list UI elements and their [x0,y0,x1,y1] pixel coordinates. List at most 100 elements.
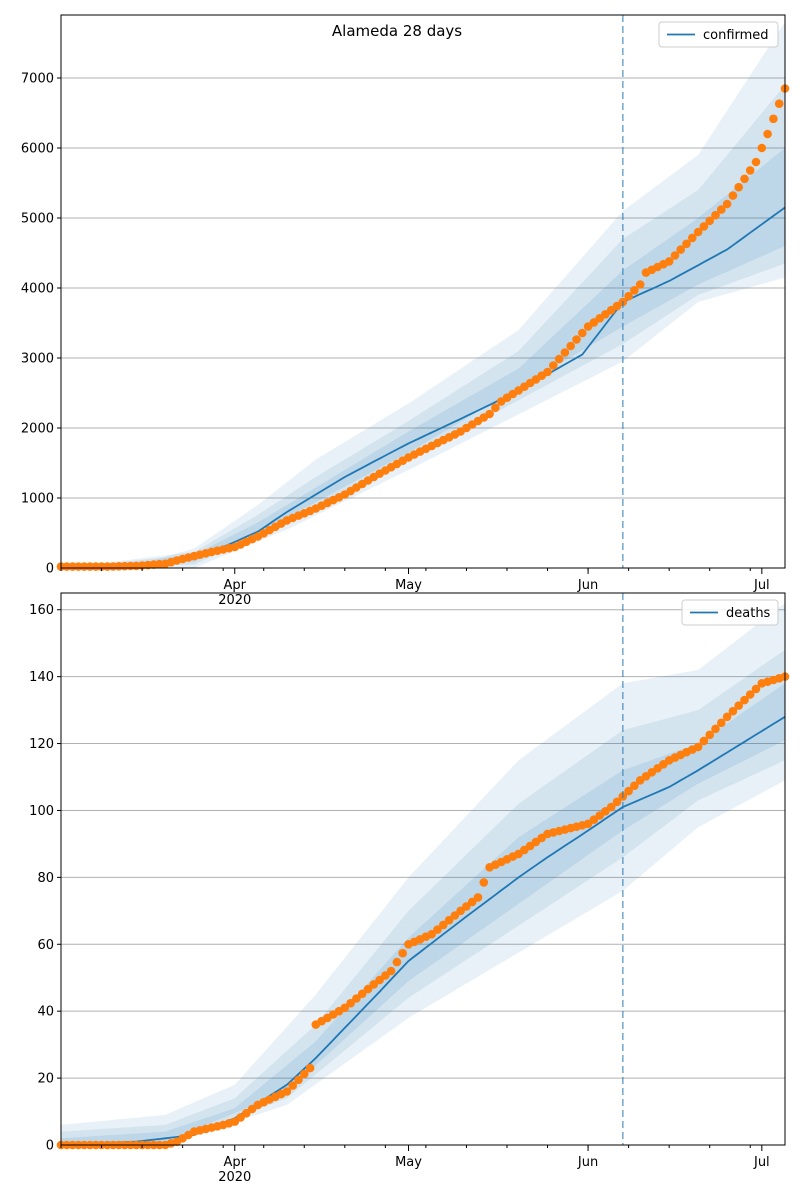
observed-point [450,911,460,920]
y-tick-label: 2000 [21,422,54,437]
observed-point [363,984,373,994]
y-tick-label: 4000 [21,282,54,297]
observed-point [705,730,714,740]
observed-point [554,354,564,364]
legend-label: confirmed [703,28,769,43]
legend-box [658,21,779,48]
x-tick-label: Apr [224,1155,247,1170]
observed-point [688,233,697,243]
observed-point [606,802,616,812]
observed-point [630,286,639,295]
legend-box [681,599,779,626]
band-inner [61,683,785,1145]
observed-point [572,335,581,344]
observed-point [774,99,784,108]
observed-point [722,712,732,722]
x-tick-sublabel: 2020 [218,1170,251,1185]
x-tick-label: May [395,578,422,593]
observed-point [473,893,483,902]
observed-point [549,361,558,370]
confirmed-panel: Alameda 28 days 0 1000 2000 3000 4000 5000 600… [21,14,790,608]
x-tick-sublabel: 2020 [218,593,251,608]
observed-point [751,684,761,694]
band-middle [61,649,785,1145]
y-tick-label: 5000 [21,212,54,227]
observed-point [722,199,732,209]
observed-point [699,736,709,746]
observed-point [352,994,361,1003]
y-tick-label: 20 [37,1072,54,1087]
y-tick-label: 6000 [21,142,54,157]
x-tick-label: Jun [577,1155,598,1170]
observed-point [386,966,396,976]
observed-point [740,174,749,184]
observed-point [711,210,720,220]
observed-point [635,280,645,289]
y-tick-label: 1000 [21,492,54,507]
observed-point [467,897,477,907]
observed-point [734,182,743,192]
y-tick-label: 0 [46,1139,54,1154]
observed-point [398,948,408,958]
y-tick-label: 3000 [21,352,54,367]
y-tick-label: 160 [29,603,54,618]
observed-point [340,1003,350,1013]
y-tick-label: 100 [29,804,54,819]
observed-point [745,166,755,175]
y-tick-label: 120 [29,737,54,752]
legend: confirmed [658,21,779,48]
observed-point [740,695,749,705]
observed-point [300,1069,309,1079]
y-tick-label: 40 [37,1005,54,1020]
chart-title: Alameda 28 days [332,22,462,40]
axes-frame [60,14,786,569]
observed-point [751,157,761,167]
observed-point [699,222,709,231]
observed-point [543,367,552,377]
axes-frame [60,592,786,1146]
observed-point [728,706,738,716]
y-tick-label: 0 [46,562,54,577]
observed-point [560,348,570,357]
y-tick-label: 80 [37,871,54,886]
legend: deaths [681,599,779,626]
observed-point [664,257,674,266]
y-tick-label: 60 [37,938,54,953]
observed-point [282,1087,292,1096]
band-outer [61,603,785,1145]
observed-point [479,878,489,887]
observed-point [705,216,714,226]
observed-point [717,205,726,214]
observed-point [578,328,587,338]
legend-label: deaths [726,606,771,621]
y-tick-label: 7000 [21,72,54,87]
observed-point [757,143,767,153]
observed-point [491,403,500,413]
x-tick-label: May [395,1155,422,1170]
observed-point [566,341,575,351]
observed-point [624,291,633,301]
x-tick-label: Jul [753,578,770,593]
observed-point [763,129,772,139]
observed-point [734,701,743,710]
observed-point [427,929,437,939]
observed-point [728,191,738,200]
observed-point [288,1081,298,1090]
observed-point [392,957,402,967]
band-middle [61,85,785,568]
observed-point [433,925,442,934]
observed-point [346,998,355,1008]
x-tick-label: Jul [753,1155,770,1170]
observed-point [676,245,685,254]
x-tick-label: Apr [224,578,247,593]
observed-point [670,251,680,260]
observed-point [693,742,703,752]
observed-point [693,227,703,237]
observed-point [769,114,778,124]
observed-point [375,975,384,985]
observed-point [357,989,367,999]
observed-point [444,915,454,925]
observed-point [682,239,691,249]
